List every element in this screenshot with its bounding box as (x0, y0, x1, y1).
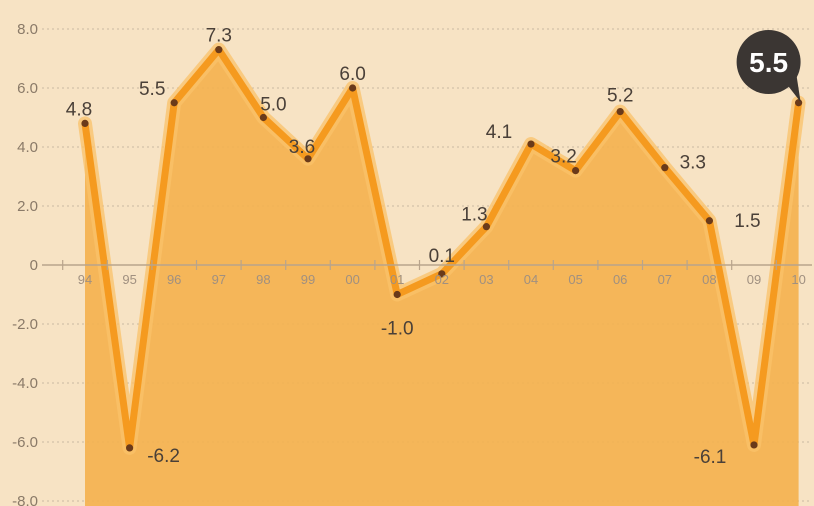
data-point-95 (126, 444, 134, 452)
x-tick-label: 04 (524, 272, 538, 287)
x-tick-label: 97 (212, 272, 226, 287)
data-point-06 (616, 108, 624, 116)
series-line-layer (78, 42, 806, 455)
y-tick-label: 8.0 (17, 21, 38, 38)
x-axis: 94 95 96 97 98 99 00 01 02 03 04 05 06 07 08 09 10 (42, 260, 812, 287)
x-tick-label: 00 (345, 272, 359, 287)
highlight-callout: 5.5 (736, 30, 801, 102)
data-point-98 (259, 113, 267, 122)
data-label-03: 1.3 (461, 205, 487, 226)
data-point-94 (81, 119, 89, 127)
data-label-06: 5.2 (607, 86, 633, 107)
data-point-01 (393, 290, 401, 299)
y-tick-label: 6.0 (17, 80, 38, 97)
data-point-97 (215, 46, 223, 54)
data-label-09: -6.1 (694, 447, 727, 468)
data-label-96: 5.5 (139, 79, 165, 100)
x-tick-label: 06 (613, 272, 627, 287)
y-tick-label: -6.0 (12, 434, 38, 451)
data-label-99: 3.6 (289, 137, 315, 158)
y-tick-label: 2.0 (17, 198, 38, 215)
x-tick-label: 01 (390, 272, 404, 287)
data-point-00 (349, 84, 357, 92)
x-tick-label: 98 (256, 272, 270, 287)
x-tick-label: 05 (568, 272, 582, 287)
y-tick-label: -4.0 (12, 375, 38, 392)
callout-value: 5.5 (749, 47, 788, 78)
data-point-10 (795, 99, 803, 107)
x-tick-label: 94 (78, 272, 92, 287)
data-point-05 (572, 167, 580, 175)
data-label-95: -6.2 (147, 446, 180, 467)
y-tick-label: -8.0 (12, 493, 38, 506)
data-point-96 (170, 99, 178, 107)
x-tick-label: 09 (747, 272, 761, 287)
data-point-02 (438, 270, 446, 278)
x-tick-label: 96 (167, 272, 181, 287)
x-tick-label: 99 (301, 272, 315, 287)
data-point-03 (482, 223, 490, 231)
data-point-07 (661, 164, 669, 172)
x-tick-label: 02 (435, 272, 449, 287)
data-label-98: 5.0 (260, 95, 286, 116)
data-label-04: 4.1 (486, 122, 512, 143)
x-tick-label: 95 (122, 272, 136, 287)
y-tick-label: -2.0 (12, 316, 38, 333)
data-label-00: 6.0 (339, 64, 365, 85)
data-label-94: 4.8 (66, 99, 92, 120)
data-point-04 (527, 140, 535, 148)
data-labels: 4.8 -6.2 5.5 7.3 5.03.6 6.0 -1.0 0.1 1.3 4.1 3.2 5.… (66, 26, 761, 468)
data-point-09 (750, 441, 758, 449)
x-tick-label: 10 (791, 272, 805, 287)
callout-pointer (786, 76, 801, 102)
data-label-02: 0.1 (429, 246, 455, 267)
data-point-08 (705, 217, 714, 225)
x-tick-label: 03 (479, 272, 493, 287)
x-tick-label: 08 (702, 272, 716, 287)
data-label-01: -1.0 (381, 319, 414, 340)
data-label-97: 7.3 (206, 26, 232, 47)
y-tick-label: 4.0 (17, 139, 38, 156)
callout-bubble (736, 30, 801, 94)
x-tick-label: 07 (658, 272, 672, 287)
data-label-07: 3.3 (680, 153, 706, 174)
data-label-08: 1.5 (734, 211, 760, 232)
data-point-99 (304, 155, 312, 163)
y-tick-label: 0 (30, 257, 38, 274)
data-label-05: 3.2 (550, 147, 576, 168)
